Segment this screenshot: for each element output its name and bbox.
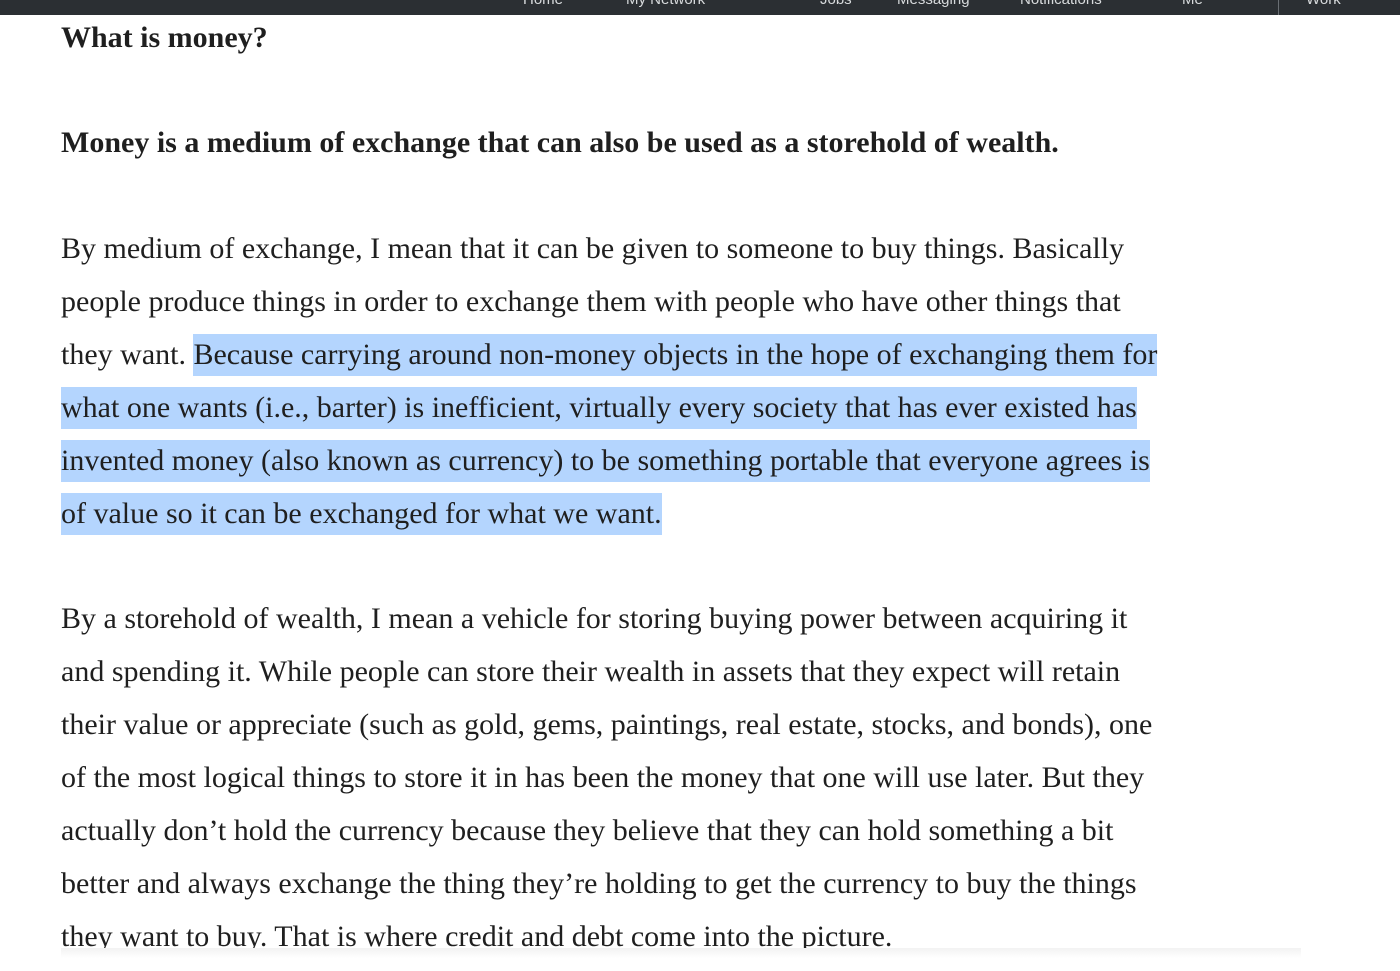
paragraph-line: actually don’t hold the currency because…: [61, 814, 1114, 847]
nav-item-jobs[interactable]: Jobs: [820, 0, 852, 8]
nav-item-home[interactable]: Home: [523, 0, 563, 8]
nav-item-messaging[interactable]: Messaging: [897, 0, 970, 8]
top-navigation-bar: Home My Network Jobs Messaging Notificat…: [0, 0, 1400, 15]
selected-text: Because carrying around non-money object…: [193, 334, 1158, 376]
paragraph-line: of the most logical things to store it i…: [61, 761, 1145, 794]
nav-divider: [1278, 0, 1279, 15]
bottom-edge-shadow: [61, 948, 1301, 958]
paragraph-line: their value or appreciate (such as gold,…: [61, 708, 1153, 741]
paragraph-line: what one wants (i.e., barter) is ineffic…: [61, 386, 1137, 430]
paragraph-line: By medium of exchange, I mean that it ca…: [61, 232, 1125, 265]
paragraph-line: they want to buy. That is where credit a…: [61, 920, 893, 953]
paragraph-line: they want. Because carrying around non-m…: [61, 333, 1158, 377]
paragraph-line: and spending it. While people can store …: [61, 655, 1121, 688]
paragraph-line: invented money (also known as currency) …: [61, 439, 1150, 483]
article-question-heading: What is money?: [61, 21, 268, 54]
paragraph-line: people produce things in order to exchan…: [61, 285, 1121, 318]
selected-text: invented money (also known as currency) …: [61, 440, 1150, 482]
paragraph-line: of value so it can be exchanged for what…: [61, 492, 662, 536]
article-thesis-heading: Money is a medium of exchange that can a…: [61, 126, 1059, 159]
nav-item-my-network[interactable]: My Network: [626, 0, 705, 8]
nav-item-notifications[interactable]: Notifications: [1020, 0, 1102, 8]
nav-item-work[interactable]: Work: [1306, 0, 1341, 8]
unselected-text: they want.: [61, 338, 194, 371]
paragraph-line: better and always exchange the thing the…: [61, 867, 1137, 900]
paragraph-line: By a storehold of wealth, I mean a vehic…: [61, 602, 1128, 635]
selected-text: what one wants (i.e., barter) is ineffic…: [61, 387, 1137, 429]
nav-item-me[interactable]: Me: [1182, 0, 1203, 8]
selected-text: of value so it can be exchanged for what…: [61, 493, 662, 535]
